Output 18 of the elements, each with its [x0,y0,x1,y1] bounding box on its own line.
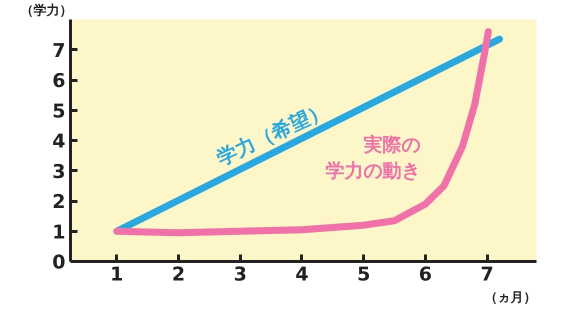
x-tick-label: 3 [234,264,247,286]
y-tick-label: 7 [52,40,66,62]
y-tick-label: 4 [52,130,66,152]
y-tick-label: 5 [52,100,66,122]
y-tick-label: 0 [52,252,66,274]
x-tick-label: 7 [480,264,494,286]
x-tick-label: 1 [110,264,124,286]
x-tick-label: 6 [418,264,432,286]
x-tick-label: 4 [295,264,309,286]
y-tick-label: 3 [52,160,66,183]
y-axis-title: （学力） [20,4,72,18]
x-tick-label: 2 [172,264,186,286]
series-label: 実際の学力の動き [325,134,420,182]
y-tick-label: 1 [52,221,66,244]
x-tick-label: 5 [357,264,370,286]
x-axis-title: （ヵ月） [484,290,536,306]
y-tick-label: 2 [52,191,66,213]
y-tick-label: 6 [52,70,66,92]
